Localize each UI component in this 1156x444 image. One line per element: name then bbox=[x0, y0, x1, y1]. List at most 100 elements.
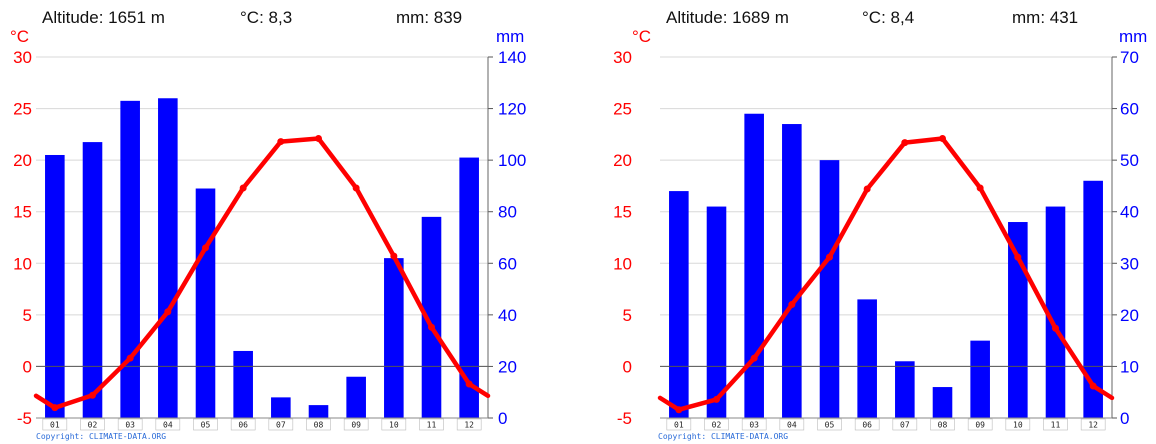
climate-chart-1: Altitude: 1651 m °C: 8,3 mm: 839 °C mm C… bbox=[10, 8, 526, 441]
right-tick-label: 80 bbox=[498, 203, 517, 222]
month-label-box bbox=[741, 418, 767, 431]
right-axis-unit: mm bbox=[496, 27, 524, 46]
precip-bar bbox=[158, 98, 178, 418]
month-label-box bbox=[230, 418, 256, 431]
temperature-point bbox=[277, 138, 285, 146]
temperature-point bbox=[788, 301, 796, 309]
left-tick-label: 10 bbox=[13, 254, 32, 273]
month-label: 11 bbox=[427, 421, 437, 430]
month-label: 06 bbox=[238, 421, 248, 430]
left-tick-label: 5 bbox=[623, 306, 632, 325]
header-temperature: °C: 8,4 bbox=[862, 8, 914, 27]
month-label: 10 bbox=[389, 421, 399, 430]
right-tick-label: 50 bbox=[1120, 151, 1139, 170]
precip-bar bbox=[819, 160, 840, 418]
header-altitude: Altitude: 1689 m bbox=[666, 8, 789, 27]
month-label-box bbox=[155, 418, 181, 431]
temperature-point bbox=[89, 391, 96, 399]
month-label-box bbox=[892, 418, 918, 431]
month-label-box bbox=[42, 418, 68, 431]
precip-bar bbox=[1045, 206, 1066, 418]
copyright-note: Copyright: CLIMATE-DATA.ORG bbox=[36, 432, 166, 441]
month-label-box bbox=[306, 418, 331, 431]
temperature-point bbox=[315, 134, 322, 142]
temperature-point bbox=[976, 184, 984, 192]
month-label: 09 bbox=[351, 421, 361, 430]
left-tick-label: 10 bbox=[613, 254, 632, 273]
month-label-box bbox=[817, 418, 842, 431]
right-axis-unit: mm bbox=[1119, 27, 1147, 46]
precip-bar bbox=[970, 340, 990, 418]
left-tick-label: 25 bbox=[13, 100, 32, 119]
right-tick-label: 60 bbox=[1120, 100, 1139, 119]
temperature-point bbox=[901, 139, 909, 147]
month-label-box bbox=[1080, 418, 1106, 431]
left-tick-label: -5 bbox=[17, 409, 32, 428]
month-label-box bbox=[193, 418, 218, 431]
precip-bar bbox=[459, 157, 479, 419]
month-label: 05 bbox=[201, 421, 211, 430]
header-precipitation: mm: 431 bbox=[1012, 8, 1078, 27]
left-tick-label: 25 bbox=[613, 100, 632, 119]
right-tick-label: 0 bbox=[1120, 409, 1129, 428]
climate-chart-svg: Altitude: 1651 m °C: 8,3 mm: 839 °C mm C… bbox=[10, 8, 526, 441]
month-label: 08 bbox=[938, 421, 948, 430]
right-tick-label: 100 bbox=[498, 151, 526, 170]
temperature-point bbox=[239, 184, 247, 192]
temperature-point bbox=[390, 252, 398, 260]
precip-bar bbox=[346, 376, 366, 418]
temperature-point bbox=[750, 354, 758, 362]
left-tick-label: 30 bbox=[613, 48, 632, 67]
month-label-box bbox=[456, 418, 482, 431]
month-label: 03 bbox=[749, 421, 759, 430]
temperature-point bbox=[1014, 253, 1022, 261]
month-label-box bbox=[1043, 418, 1068, 431]
right-tick-label: 40 bbox=[1120, 203, 1139, 222]
month-label: 12 bbox=[1088, 421, 1098, 430]
month-label: 04 bbox=[787, 421, 797, 430]
left-tick-label: 15 bbox=[613, 203, 632, 222]
precip-bar bbox=[706, 206, 727, 418]
right-tick-label: 40 bbox=[498, 306, 517, 325]
left-axis-unit: °C bbox=[632, 27, 651, 46]
month-label-box bbox=[268, 418, 294, 431]
precip-bar bbox=[744, 113, 764, 418]
month-label-box bbox=[381, 418, 407, 431]
month-label: 01 bbox=[674, 421, 684, 430]
precip-bar bbox=[1083, 180, 1103, 418]
month-label: 02 bbox=[712, 421, 722, 430]
left-tick-label: 20 bbox=[613, 151, 632, 170]
month-label: 09 bbox=[975, 421, 985, 430]
temperature-point bbox=[863, 185, 871, 193]
month-label: 07 bbox=[276, 421, 286, 430]
month-label-box bbox=[854, 418, 880, 431]
right-tick-label: 60 bbox=[498, 254, 517, 273]
header-altitude: Altitude: 1651 m bbox=[42, 8, 165, 27]
temperature-point bbox=[1052, 324, 1059, 332]
precip-bar bbox=[857, 299, 877, 418]
left-tick-label: 20 bbox=[13, 151, 32, 170]
right-tick-label: 10 bbox=[1120, 357, 1139, 376]
climate-chart-svg: Altitude: 1689 m °C: 8,4 mm: 431 °C mm C… bbox=[613, 8, 1147, 441]
month-label: 03 bbox=[125, 421, 135, 430]
precip-bar bbox=[82, 142, 103, 419]
month-label: 07 bbox=[900, 421, 910, 430]
month-label: 01 bbox=[50, 421, 60, 430]
precip-bar bbox=[1008, 222, 1028, 418]
precip-bar bbox=[120, 100, 140, 418]
precip-bar bbox=[782, 124, 802, 419]
temperature-line bbox=[33, 136, 491, 410]
precip-bar bbox=[45, 154, 65, 418]
temperature-point bbox=[126, 354, 134, 362]
month-label-box bbox=[666, 418, 692, 431]
month-label: 04 bbox=[163, 421, 173, 430]
left-tick-label: 15 bbox=[13, 203, 32, 222]
month-label-box bbox=[80, 418, 105, 431]
month-label: 05 bbox=[825, 421, 835, 430]
month-label: 11 bbox=[1051, 421, 1061, 430]
right-tick-label: 140 bbox=[498, 48, 526, 67]
temperature-point bbox=[939, 134, 946, 142]
left-tick-label: 30 bbox=[13, 48, 32, 67]
temperature-point bbox=[51, 404, 59, 412]
